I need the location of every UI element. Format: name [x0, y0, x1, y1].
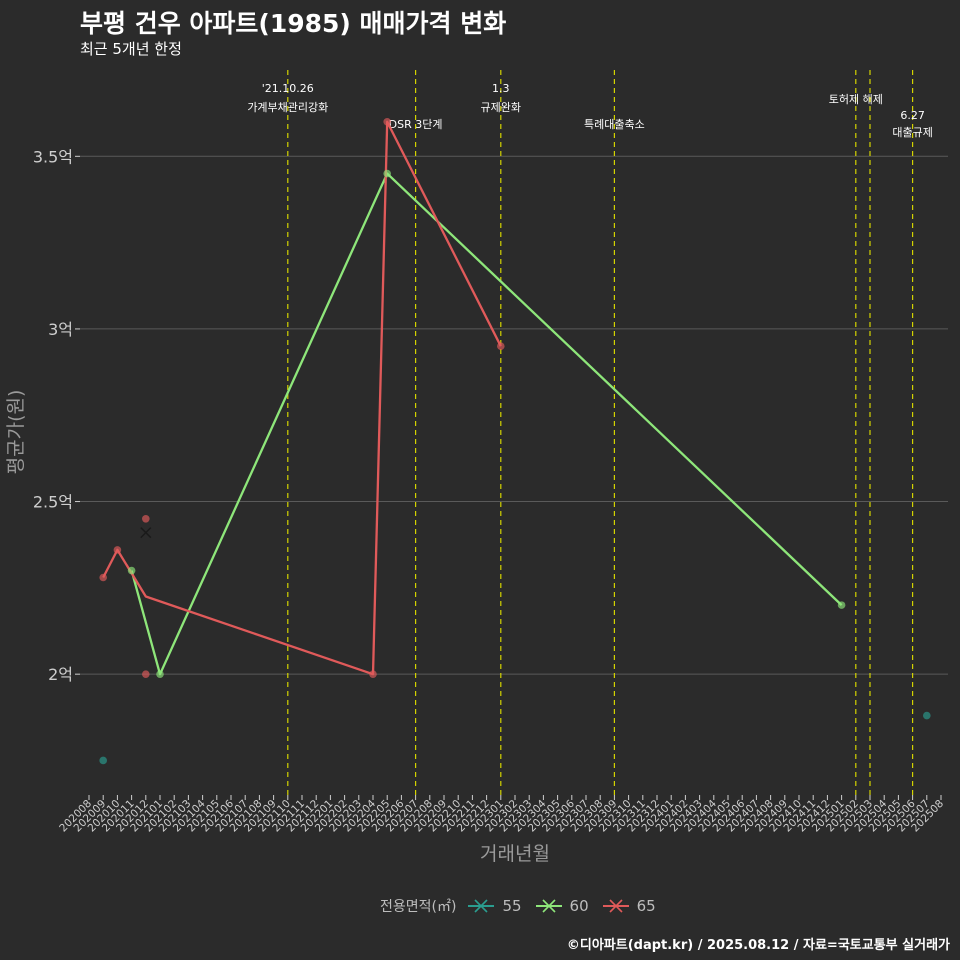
- data-point-55: [923, 711, 931, 720]
- y-tick-label: 3억: [48, 320, 73, 339]
- y-axis-title: 평균가(원): [5, 390, 27, 475]
- source-footer: ©디아파트(dapt.kr) / 2025.08.12 / 자료=국토교통부 실…: [566, 938, 950, 953]
- event-label: 6.27: [900, 109, 925, 122]
- data-point-65: [369, 670, 377, 678]
- legend-label-60: 60: [569, 897, 589, 915]
- point-marker-x: [140, 527, 152, 539]
- data-point-60: [127, 566, 136, 575]
- event-label: 토허제 해제: [829, 92, 883, 106]
- chart-title: 부평 건우 아파트(1985) 매매가격 변화: [80, 9, 507, 38]
- data-point-65: [113, 546, 122, 554]
- event-label: 특례대출축소: [584, 118, 645, 131]
- legend-key-x: [541, 899, 556, 913]
- legend-item-60: 60: [534, 896, 589, 916]
- y-tick-label: 3.5억: [33, 147, 73, 166]
- legend-key-60: [535, 899, 562, 913]
- legend: 전용면적(㎡) 55 60 65: [380, 896, 668, 916]
- series-line-65: [102, 120, 502, 676]
- event-label: '21.10.26: [262, 82, 314, 95]
- event-label: 1.3: [492, 82, 510, 95]
- y-tick-label: 2.5억: [33, 493, 73, 512]
- legend-title: 전용면적(㎡): [380, 899, 457, 915]
- legend-key-x: [609, 899, 623, 913]
- legend-key-x: [474, 899, 489, 913]
- data-point-60: [383, 169, 392, 178]
- event-label: 대출규제: [892, 126, 932, 139]
- event-label: 규제완화: [481, 101, 521, 114]
- event-label: 가계부채관리강화: [247, 101, 328, 114]
- data-point-65: [383, 117, 392, 126]
- data-point-55: [99, 756, 107, 765]
- legend-key-65: [602, 899, 629, 913]
- x-axis-title: 거래년월: [480, 843, 550, 865]
- legend-key-55: [468, 899, 495, 913]
- legend-label-55: 55: [502, 897, 522, 915]
- y-tick-label: 2억: [48, 665, 73, 684]
- event-label: DSR 3단계: [389, 118, 443, 131]
- series-line-60: [130, 172, 843, 676]
- legend-label-65: 65: [636, 897, 656, 915]
- chart-subtitle: 최근 5개년 한정: [80, 40, 182, 58]
- data-point-65: [497, 342, 505, 350]
- data-point-60: [156, 670, 164, 678]
- data-point-65: [99, 573, 107, 582]
- legend-item-55: 55: [466, 896, 522, 916]
- legend-item-65: 65: [601, 896, 656, 916]
- data-point-60: [837, 601, 846, 609]
- data-point-65: [142, 670, 150, 678]
- data-point-65: [142, 515, 150, 523]
